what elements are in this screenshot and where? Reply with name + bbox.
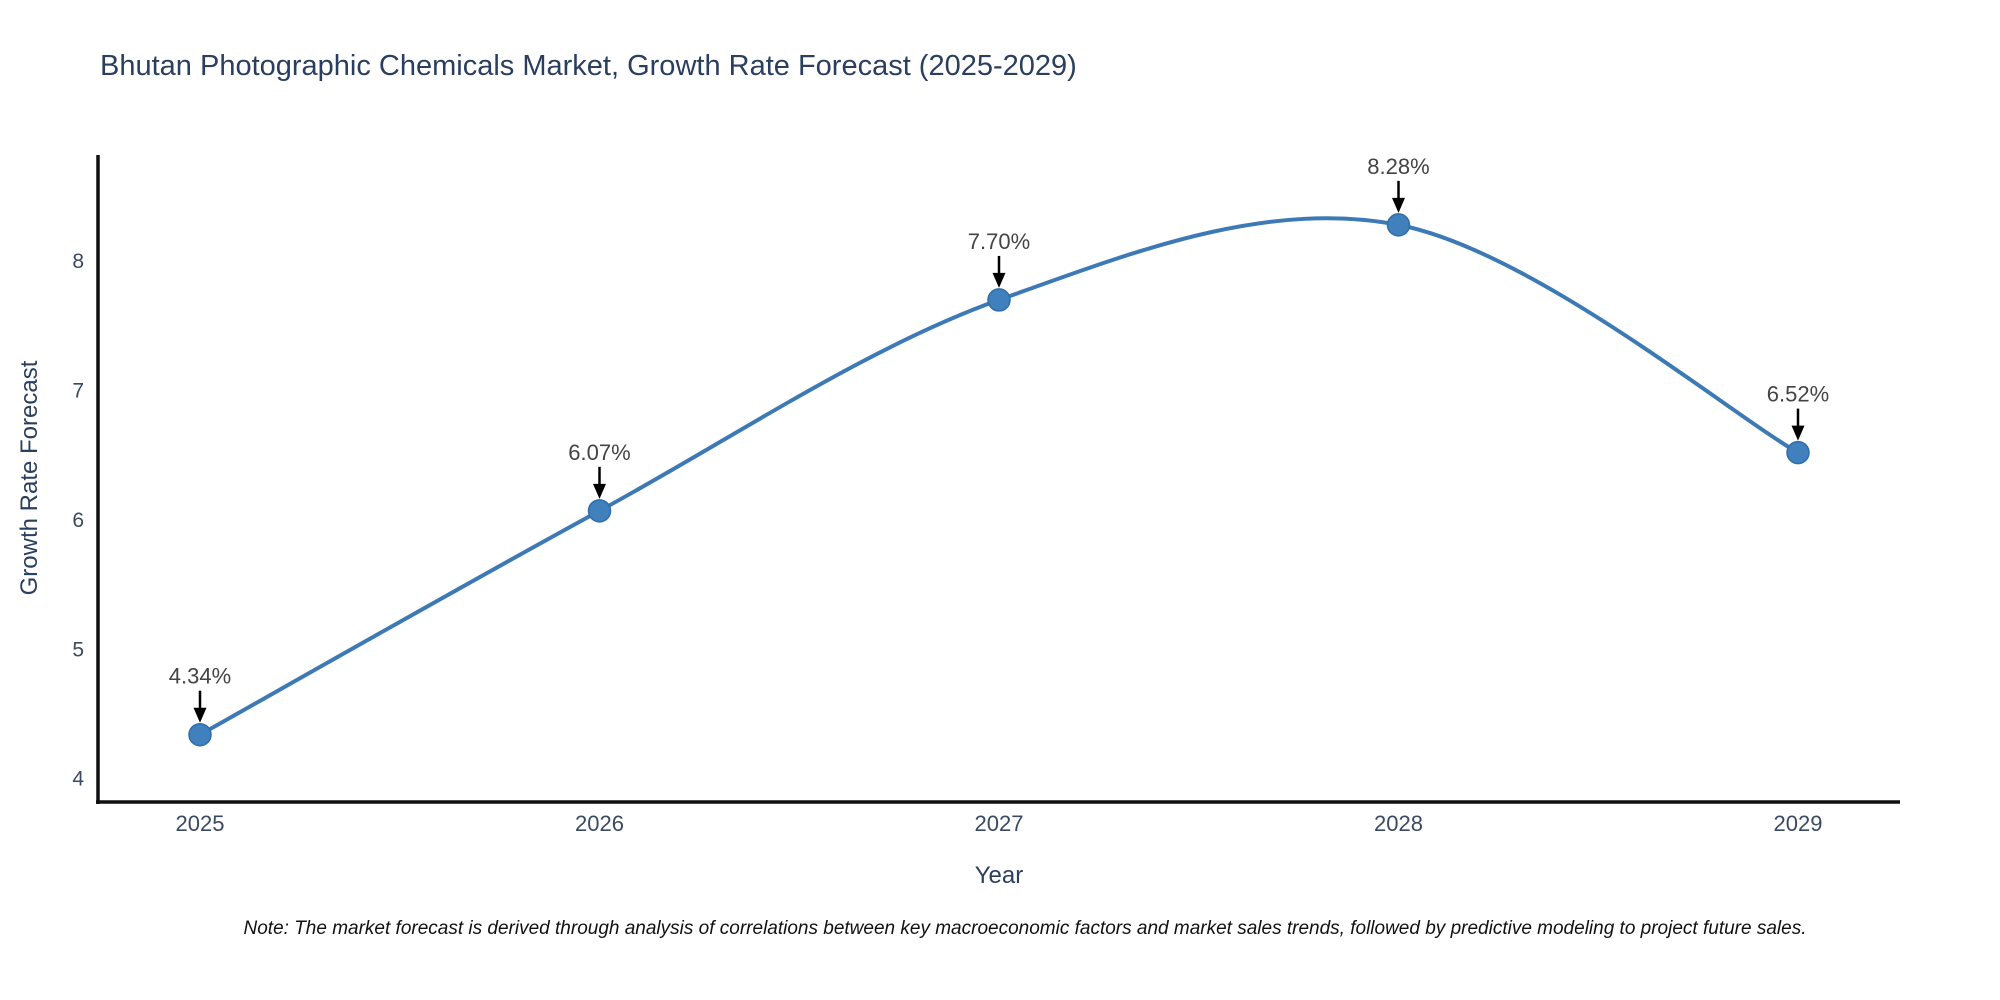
data-point-label: 8.28% [1367,154,1429,179]
x-tick-label: 2027 [975,811,1024,836]
data-point-marker [1786,440,1810,465]
y-tick-label: 5 [72,638,84,661]
x-tick-label: 2025 [176,811,225,836]
x-axis-title: Year [974,862,1024,889]
footnote: Note: The market forecast is derived thr… [243,918,1807,939]
data-point-marker [587,499,612,523]
annotation-arrowhead [1791,425,1805,441]
data-point-marker [1386,213,1411,237]
data-point-label: 4.34% [169,664,231,689]
annotation-arrowhead [193,707,207,723]
data-point-marker [188,722,212,747]
y-tick-label: 6 [72,509,84,532]
x-tick-label: 2026 [575,811,624,836]
annotation-arrowhead [593,483,606,499]
data-point-label: 6.52% [1767,382,1829,407]
data-point-marker [987,288,1011,312]
annotation-arrowhead [992,272,1006,288]
annotation-arrowhead [1392,197,1405,213]
data-point-label: 7.70% [968,229,1030,254]
y-tick-label: 8 [72,250,84,273]
y-tick-label: 4 [72,768,84,791]
y-tick-label: 7 [72,380,84,403]
chart-title: Bhutan Photographic Chemicals Market, Gr… [100,50,1077,82]
x-tick-label: 2029 [1774,811,1823,836]
data-point-label: 6.07% [568,440,630,465]
x-tick-label: 2028 [1374,811,1423,836]
